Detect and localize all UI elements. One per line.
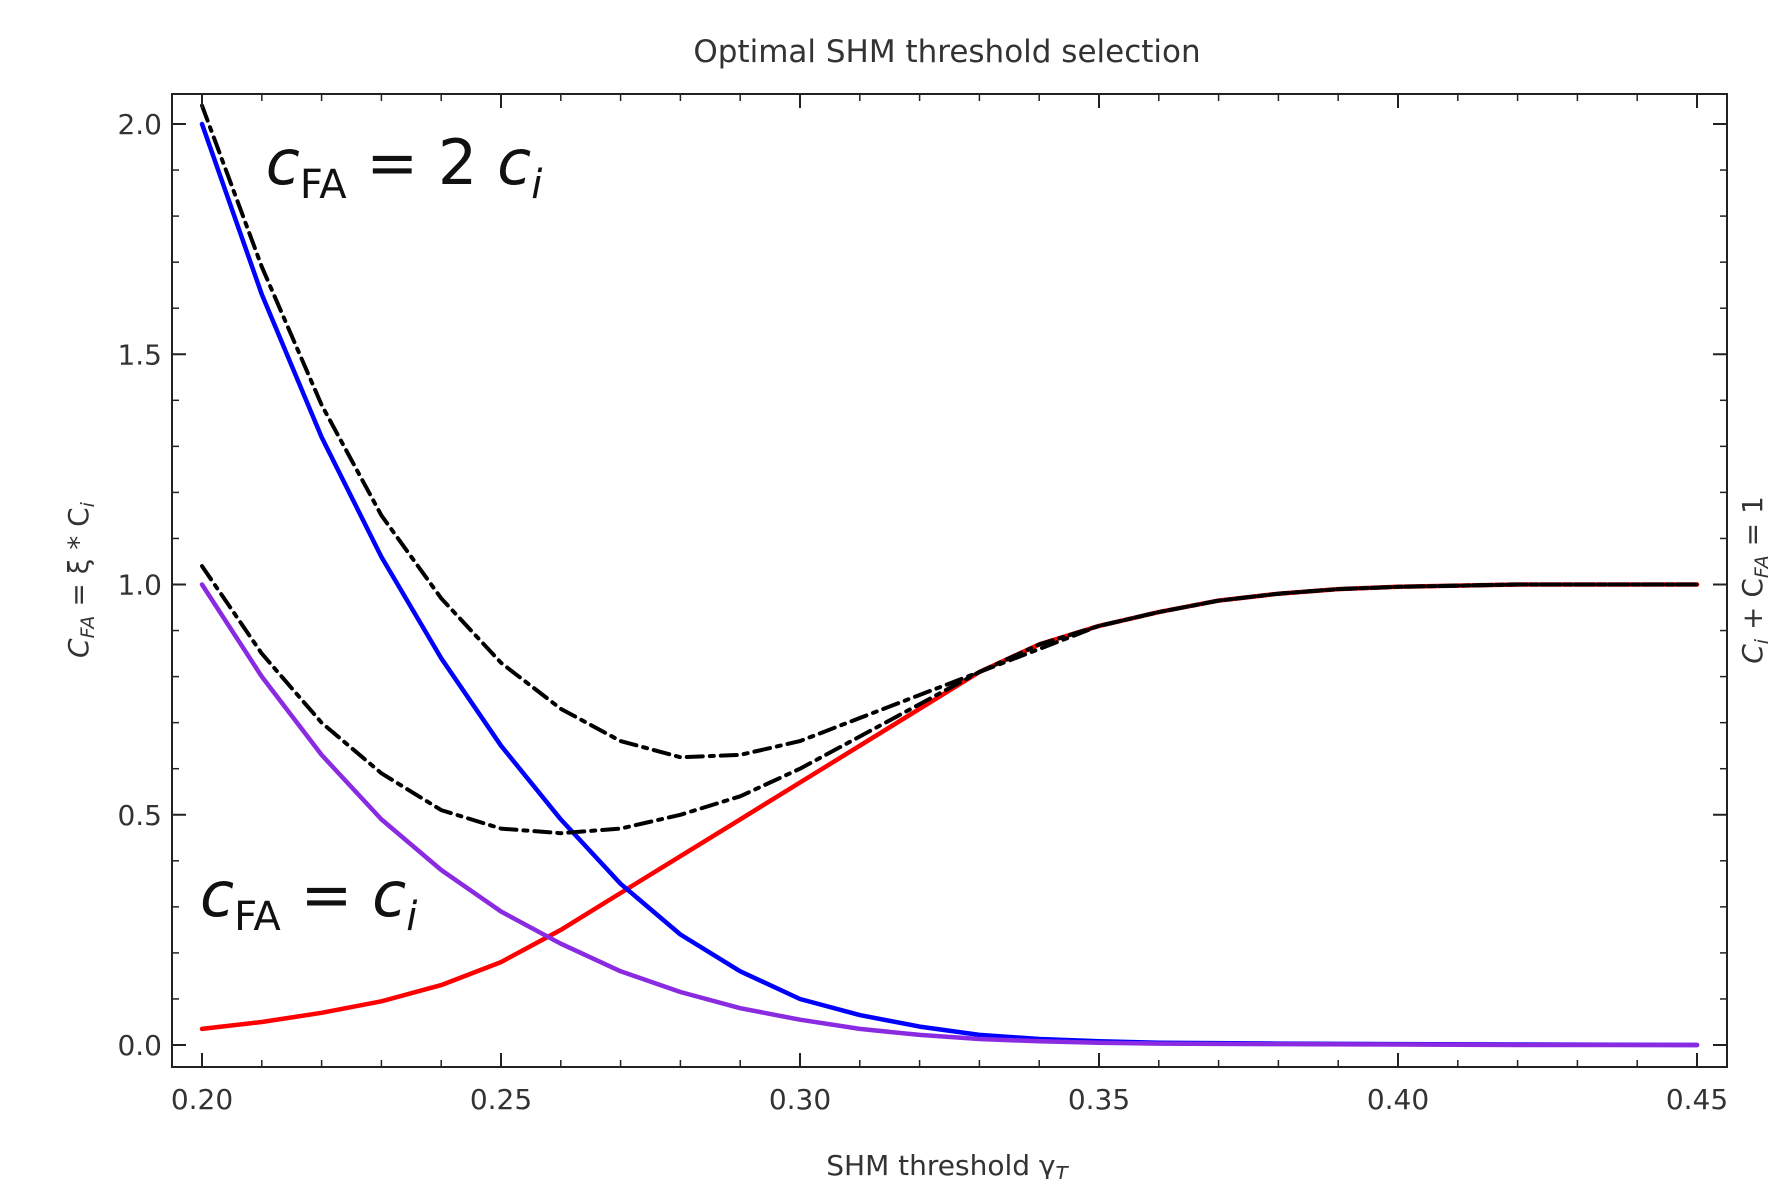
tick-labels: 0.20 0.25 0.30 0.35 0.40 0.45 0.0 0.5 1.0 1.5 2.0 — [117, 108, 1728, 1116]
x-axis-label: SHM threshold γT — [826, 1149, 1069, 1179]
plot-area — [199, 103, 1700, 1048]
x-tick-label: 0.25 — [470, 1083, 532, 1116]
x-tick-label: 0.45 — [1666, 1083, 1728, 1116]
x-tick-label: 0.40 — [1367, 1083, 1429, 1116]
y-tick-label: 0.0 — [117, 1029, 162, 1062]
y-tick-label: 2.0 — [117, 108, 162, 141]
annotations: cFA = 2 ci cFA = ci — [200, 126, 542, 940]
annotation-0: cFA = 2 ci — [266, 126, 543, 208]
x-tick-label: 0.30 — [769, 1083, 831, 1116]
series-line-4 — [200, 564, 1699, 836]
chart-title: Optimal SHM threshold selection — [693, 34, 1200, 70]
series-line-2 — [199, 582, 1700, 1048]
y-axis-label-left: CFA = ξ * Ci — [62, 501, 99, 658]
y-axis-label-right: Ci + CFA = 1 — [1736, 496, 1769, 664]
plot-frame — [171, 93, 1728, 1068]
y-tick-label: 0.5 — [117, 799, 162, 832]
series-line-3 — [200, 103, 1699, 760]
axis-ticks — [172, 94, 1727, 1067]
y-tick-label: 1.0 — [117, 569, 162, 602]
annotation-1: cFA = ci — [200, 858, 417, 940]
x-tick-label: 0.35 — [1068, 1083, 1130, 1116]
series-line-0 — [199, 582, 1700, 1032]
x-tick-label: 0.20 — [171, 1083, 233, 1116]
y-tick-label: 1.5 — [117, 338, 162, 371]
